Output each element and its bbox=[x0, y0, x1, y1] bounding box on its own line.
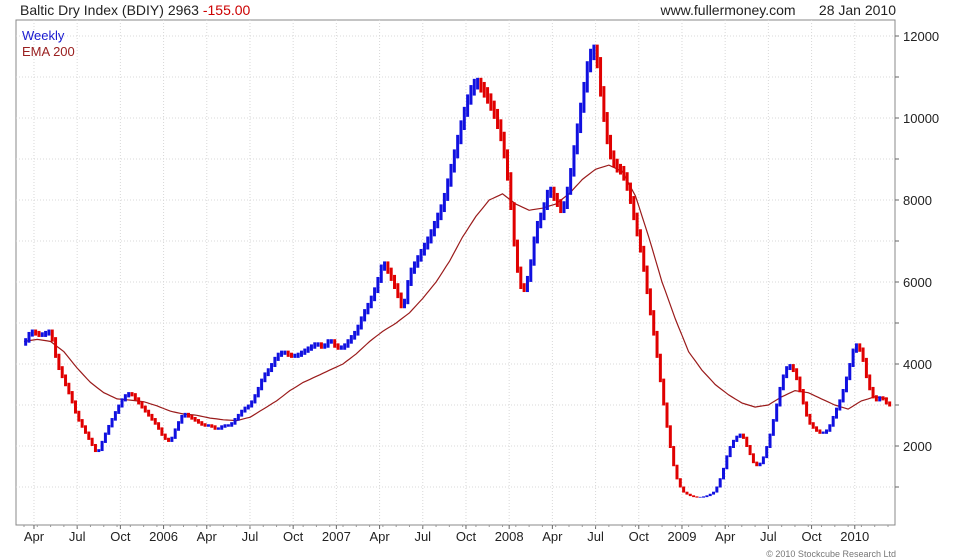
site-link[interactable]: www.fullermoney.com bbox=[660, 2, 796, 18]
y-tick-label: 8000 bbox=[903, 193, 932, 208]
x-tick-label: 2007 bbox=[322, 529, 351, 544]
grid-lines bbox=[16, 20, 895, 525]
legend-weekly: Weekly bbox=[22, 28, 65, 43]
x-tick-label: Jul bbox=[760, 529, 777, 544]
x-tick-label: Oct bbox=[110, 529, 131, 544]
chart-date: 28 Jan 2010 bbox=[818, 2, 896, 18]
chart-title: Baltic Dry Index (BDIY) 2963 -155.00 bbox=[20, 0, 250, 20]
x-tick-label: Apr bbox=[542, 529, 563, 544]
x-tick-label: Jul bbox=[587, 529, 604, 544]
symbol-label: Baltic Dry Index (BDIY) 2963 bbox=[20, 2, 199, 18]
x-tick-label: 2006 bbox=[149, 529, 178, 544]
x-tick-label: 2009 bbox=[668, 529, 697, 544]
ema-200-line bbox=[23, 164, 889, 422]
weekly-series bbox=[24, 44, 892, 498]
x-axis-ticks: Apr Jul Oct 2006 Apr Jul Oct 2007 Apr Jul Oct 2008 A… bbox=[23, 525, 889, 544]
y-tick-label: 2000 bbox=[903, 439, 932, 454]
x-tick-label: 2008 bbox=[495, 529, 524, 544]
x-tick-label: Apr bbox=[24, 529, 45, 544]
y-axis-ticks: 2000 4000 6000 8000 10000 12000 bbox=[895, 29, 939, 488]
legend-ema: EMA 200 bbox=[22, 44, 75, 59]
x-tick-label: Oct bbox=[801, 529, 822, 544]
x-tick-label: Jul bbox=[242, 529, 259, 544]
x-tick-label: Apr bbox=[369, 529, 390, 544]
y-tick-label: 4000 bbox=[903, 357, 932, 372]
x-tick-label: Jul bbox=[69, 529, 86, 544]
y-tick-label: 6000 bbox=[903, 275, 932, 290]
x-tick-label: Apr bbox=[715, 529, 736, 544]
x-tick-label: 2010 bbox=[840, 529, 869, 544]
x-tick-label: Jul bbox=[414, 529, 431, 544]
copyright-notice: © 2010 Stockcube Research Ltd bbox=[766, 549, 896, 559]
x-tick-label: Oct bbox=[283, 529, 304, 544]
x-tick-label: Apr bbox=[197, 529, 218, 544]
y-tick-label: 10000 bbox=[903, 111, 939, 126]
header-right: www.fullermoney.com 28 Jan 2010 bbox=[660, 0, 896, 20]
x-tick-label: Oct bbox=[629, 529, 650, 544]
y-tick-label: 12000 bbox=[903, 29, 939, 44]
plot-frame bbox=[15, 19, 896, 526]
change-value: -155.00 bbox=[202, 2, 251, 18]
ema-series bbox=[23, 164, 889, 422]
x-tick-label: Oct bbox=[456, 529, 477, 544]
